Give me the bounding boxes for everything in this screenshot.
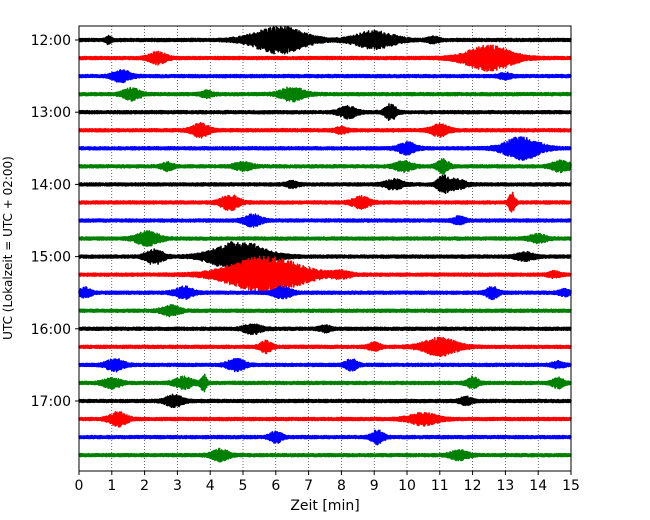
x-tick-label-0: 0	[75, 478, 84, 494]
trace-1715	[78, 411, 572, 428]
trace-1730	[78, 429, 572, 446]
trace-1530	[78, 285, 572, 301]
x-tick-label-1: 1	[107, 478, 116, 494]
x-axis-ticks: 0 1 2 3 4 5 6 7 8 9 10 11 12 13 14 15	[75, 471, 580, 494]
trace-1645	[78, 373, 572, 393]
y-axis-label: UTC (Lokalzeit = UTC + 02:00)	[1, 156, 15, 340]
trace-1600	[78, 323, 572, 336]
trace-1545	[78, 304, 572, 318]
trace-1315	[78, 121, 572, 139]
trace-1345	[78, 157, 572, 175]
x-tick-label-4: 4	[206, 478, 215, 494]
y-tick-label-15:00: 15:00	[31, 250, 71, 266]
trace-1400	[78, 174, 572, 195]
trace-1245	[78, 86, 572, 103]
trace-1430	[78, 213, 572, 228]
x-tick-label-9: 9	[370, 478, 379, 494]
y-tick-label-16:00: 16:00	[31, 322, 71, 338]
seismic-traces	[78, 26, 572, 463]
trace-1445	[78, 230, 572, 247]
x-tick-label-8: 8	[337, 478, 346, 494]
trace-1200	[78, 26, 572, 55]
x-tick-label-15: 15	[562, 478, 580, 494]
trace-1630	[78, 357, 572, 373]
trace-1700	[78, 393, 572, 409]
grid-lines	[111, 26, 539, 471]
x-tick-label-10: 10	[398, 478, 416, 494]
x-tick-label-13: 13	[496, 478, 514, 494]
x-tick-label-6: 6	[271, 478, 280, 494]
x-tick-label-7: 7	[304, 478, 313, 494]
x-tick-label-12: 12	[464, 478, 482, 494]
y-tick-label-14:00: 14:00	[31, 177, 71, 193]
x-axis-label: Zeit [min]	[290, 498, 359, 514]
y-tick-label-17:00: 17:00	[31, 394, 71, 410]
trace-1615	[78, 336, 572, 358]
y-tick-label-12:00: 12:00	[31, 33, 71, 49]
x-tick-label-3: 3	[173, 478, 182, 494]
trace-1500	[78, 241, 572, 274]
x-tick-label-11: 11	[431, 478, 449, 494]
trace-1300	[78, 103, 572, 122]
trace-1230	[78, 69, 572, 84]
x-tick-label-14: 14	[529, 478, 547, 494]
x-tick-label-5: 5	[239, 478, 248, 494]
y-axis-ticks: 12:00 13:00 14:00 15:00 16:00 17:00	[31, 33, 79, 410]
trace-1415	[78, 191, 572, 213]
trace-1515	[78, 255, 572, 294]
trace-1745	[78, 447, 572, 463]
x-tick-label-2: 2	[140, 478, 149, 494]
trace-1330	[78, 136, 572, 162]
y-tick-label-13:00: 13:00	[31, 105, 71, 121]
plot-frame	[78, 25, 572, 472]
trace-1215	[78, 44, 572, 72]
